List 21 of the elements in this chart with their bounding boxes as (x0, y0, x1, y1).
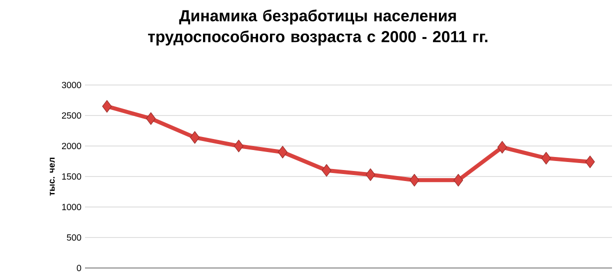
point (234, 140, 244, 152)
y-tick-label: 0 (76, 264, 82, 272)
point (454, 174, 464, 186)
point (366, 168, 376, 181)
point (278, 146, 288, 158)
chart-title: Динамика безработицы населения трудоспособного возраста с 2000 - 2011 гг. (148, 10, 488, 46)
y-tick-label: 1000 (62, 204, 82, 210)
y-axis-title: тыс. чел (50, 158, 55, 196)
point (322, 164, 332, 177)
y-tick-label: 1500 (62, 173, 82, 180)
y-tick-label: 2000 (62, 142, 82, 150)
point (497, 140, 507, 154)
point (190, 131, 200, 144)
point (102, 100, 112, 113)
point (146, 112, 156, 125)
point (410, 174, 420, 186)
y-tick-label: 2500 (62, 112, 82, 119)
point (585, 156, 595, 168)
y-tick-label: 3000 (62, 82, 82, 88)
y-tick-label: 500 (66, 234, 82, 241)
point (541, 152, 551, 164)
